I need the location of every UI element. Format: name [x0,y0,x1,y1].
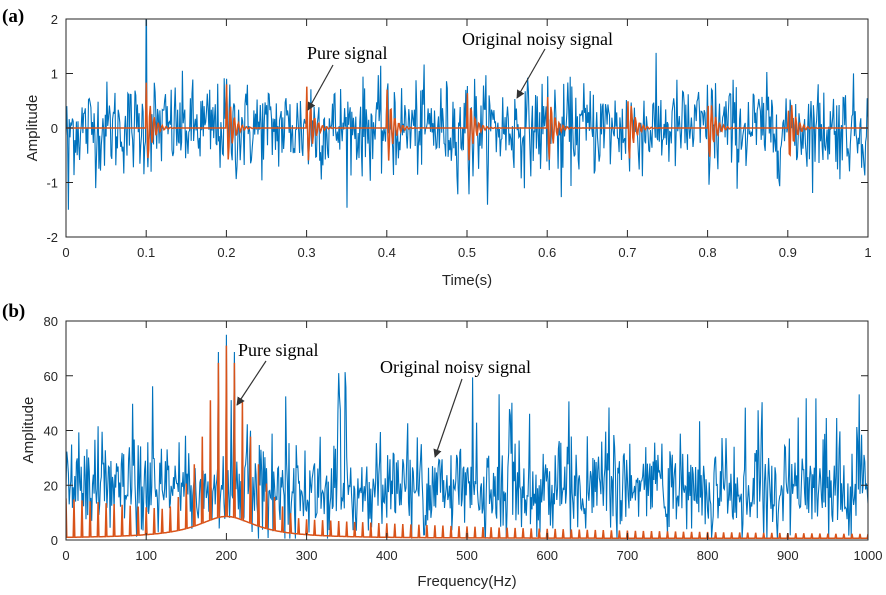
y-tick-label: 0 [51,121,58,136]
x-tick-label: 0.6 [538,245,556,260]
x-tick-label: 400 [376,548,398,563]
a-x-ticks: 0 0.1 0.2 0.3 0.4 0.5 0.6 0.7 0.8 0.9 1 [62,19,872,260]
x-tick-label: 500 [456,548,478,563]
x-tick-label: 700 [617,548,639,563]
x-tick-label: 600 [536,548,558,563]
x-tick-label: 300 [296,548,318,563]
a-noisy-signal-arrow [516,48,546,99]
x-tick-label: 0.3 [298,245,316,260]
x-tick-label: 0.1 [137,245,155,260]
panel-b-label: (b) [2,301,25,322]
x-tick-label: 1 [864,245,871,260]
a-annotation-noisy-signal: Original noisy signal [462,29,613,49]
panel-a: (a) 0 0.1 0.2 0.3 0.4 0.5 0.6 0.7 0.8 0.9 1 -2 -1 0 1… [2,6,872,289]
x-tick-label: 200 [216,548,238,563]
b-x-axis-label: Frequency(Hz) [417,573,516,590]
b-annotation-pure-signal: Pure signal [238,340,319,360]
b-y-ticks: 0 20 40 60 80 [44,314,868,548]
x-tick-label: 100 [135,548,157,563]
panel-a-label: (a) [2,6,24,27]
b-y-axis-label: Amplitude [20,397,37,464]
b-pure-signal-arrow [236,360,267,406]
y-tick-label: -2 [46,230,58,245]
panel-b: (b) 0 100 200 300 400 500 600 700 800 900 1000 0 20… [2,301,882,590]
a-y-ticks: -2 -1 0 1 2 [46,12,868,245]
a-y-axis-label: Amplitude [24,95,41,162]
x-tick-label: 1000 [854,548,883,563]
b-noisy-signal-arrow [433,378,463,458]
y-tick-label: 2 [51,12,58,27]
b-annotation-noisy-signal: Original noisy signal [380,357,531,377]
a-pure-signal-arrow [307,64,334,111]
x-tick-label: 0.2 [217,245,235,260]
x-tick-label: 0.5 [458,245,476,260]
b-x-ticks: 0 100 200 300 400 500 600 700 800 900 1000 [62,321,882,563]
x-tick-label: 800 [697,548,719,563]
y-tick-label: 20 [44,478,58,493]
b-noisy-signal-line [66,334,868,539]
x-tick-label: 0.8 [699,245,717,260]
y-tick-label: 60 [44,369,58,384]
y-tick-label: 1 [51,67,58,82]
x-tick-label: 0 [62,548,69,563]
y-tick-label: -1 [46,176,58,191]
x-tick-label: 900 [777,548,799,563]
y-tick-label: 0 [51,533,58,548]
a-annotation-pure-signal: Pure signal [307,43,388,63]
x-tick-label: 0.7 [618,245,636,260]
b-pure-signal-line [66,345,868,540]
y-tick-label: 40 [44,424,58,439]
y-tick-label: 80 [44,314,58,329]
x-tick-label: 0.4 [378,245,396,260]
a-pure-signal-line [66,82,868,161]
x-tick-label: 0.9 [779,245,797,260]
a-x-axis-label: Time(s) [442,272,492,289]
x-tick-label: 0 [62,245,69,260]
